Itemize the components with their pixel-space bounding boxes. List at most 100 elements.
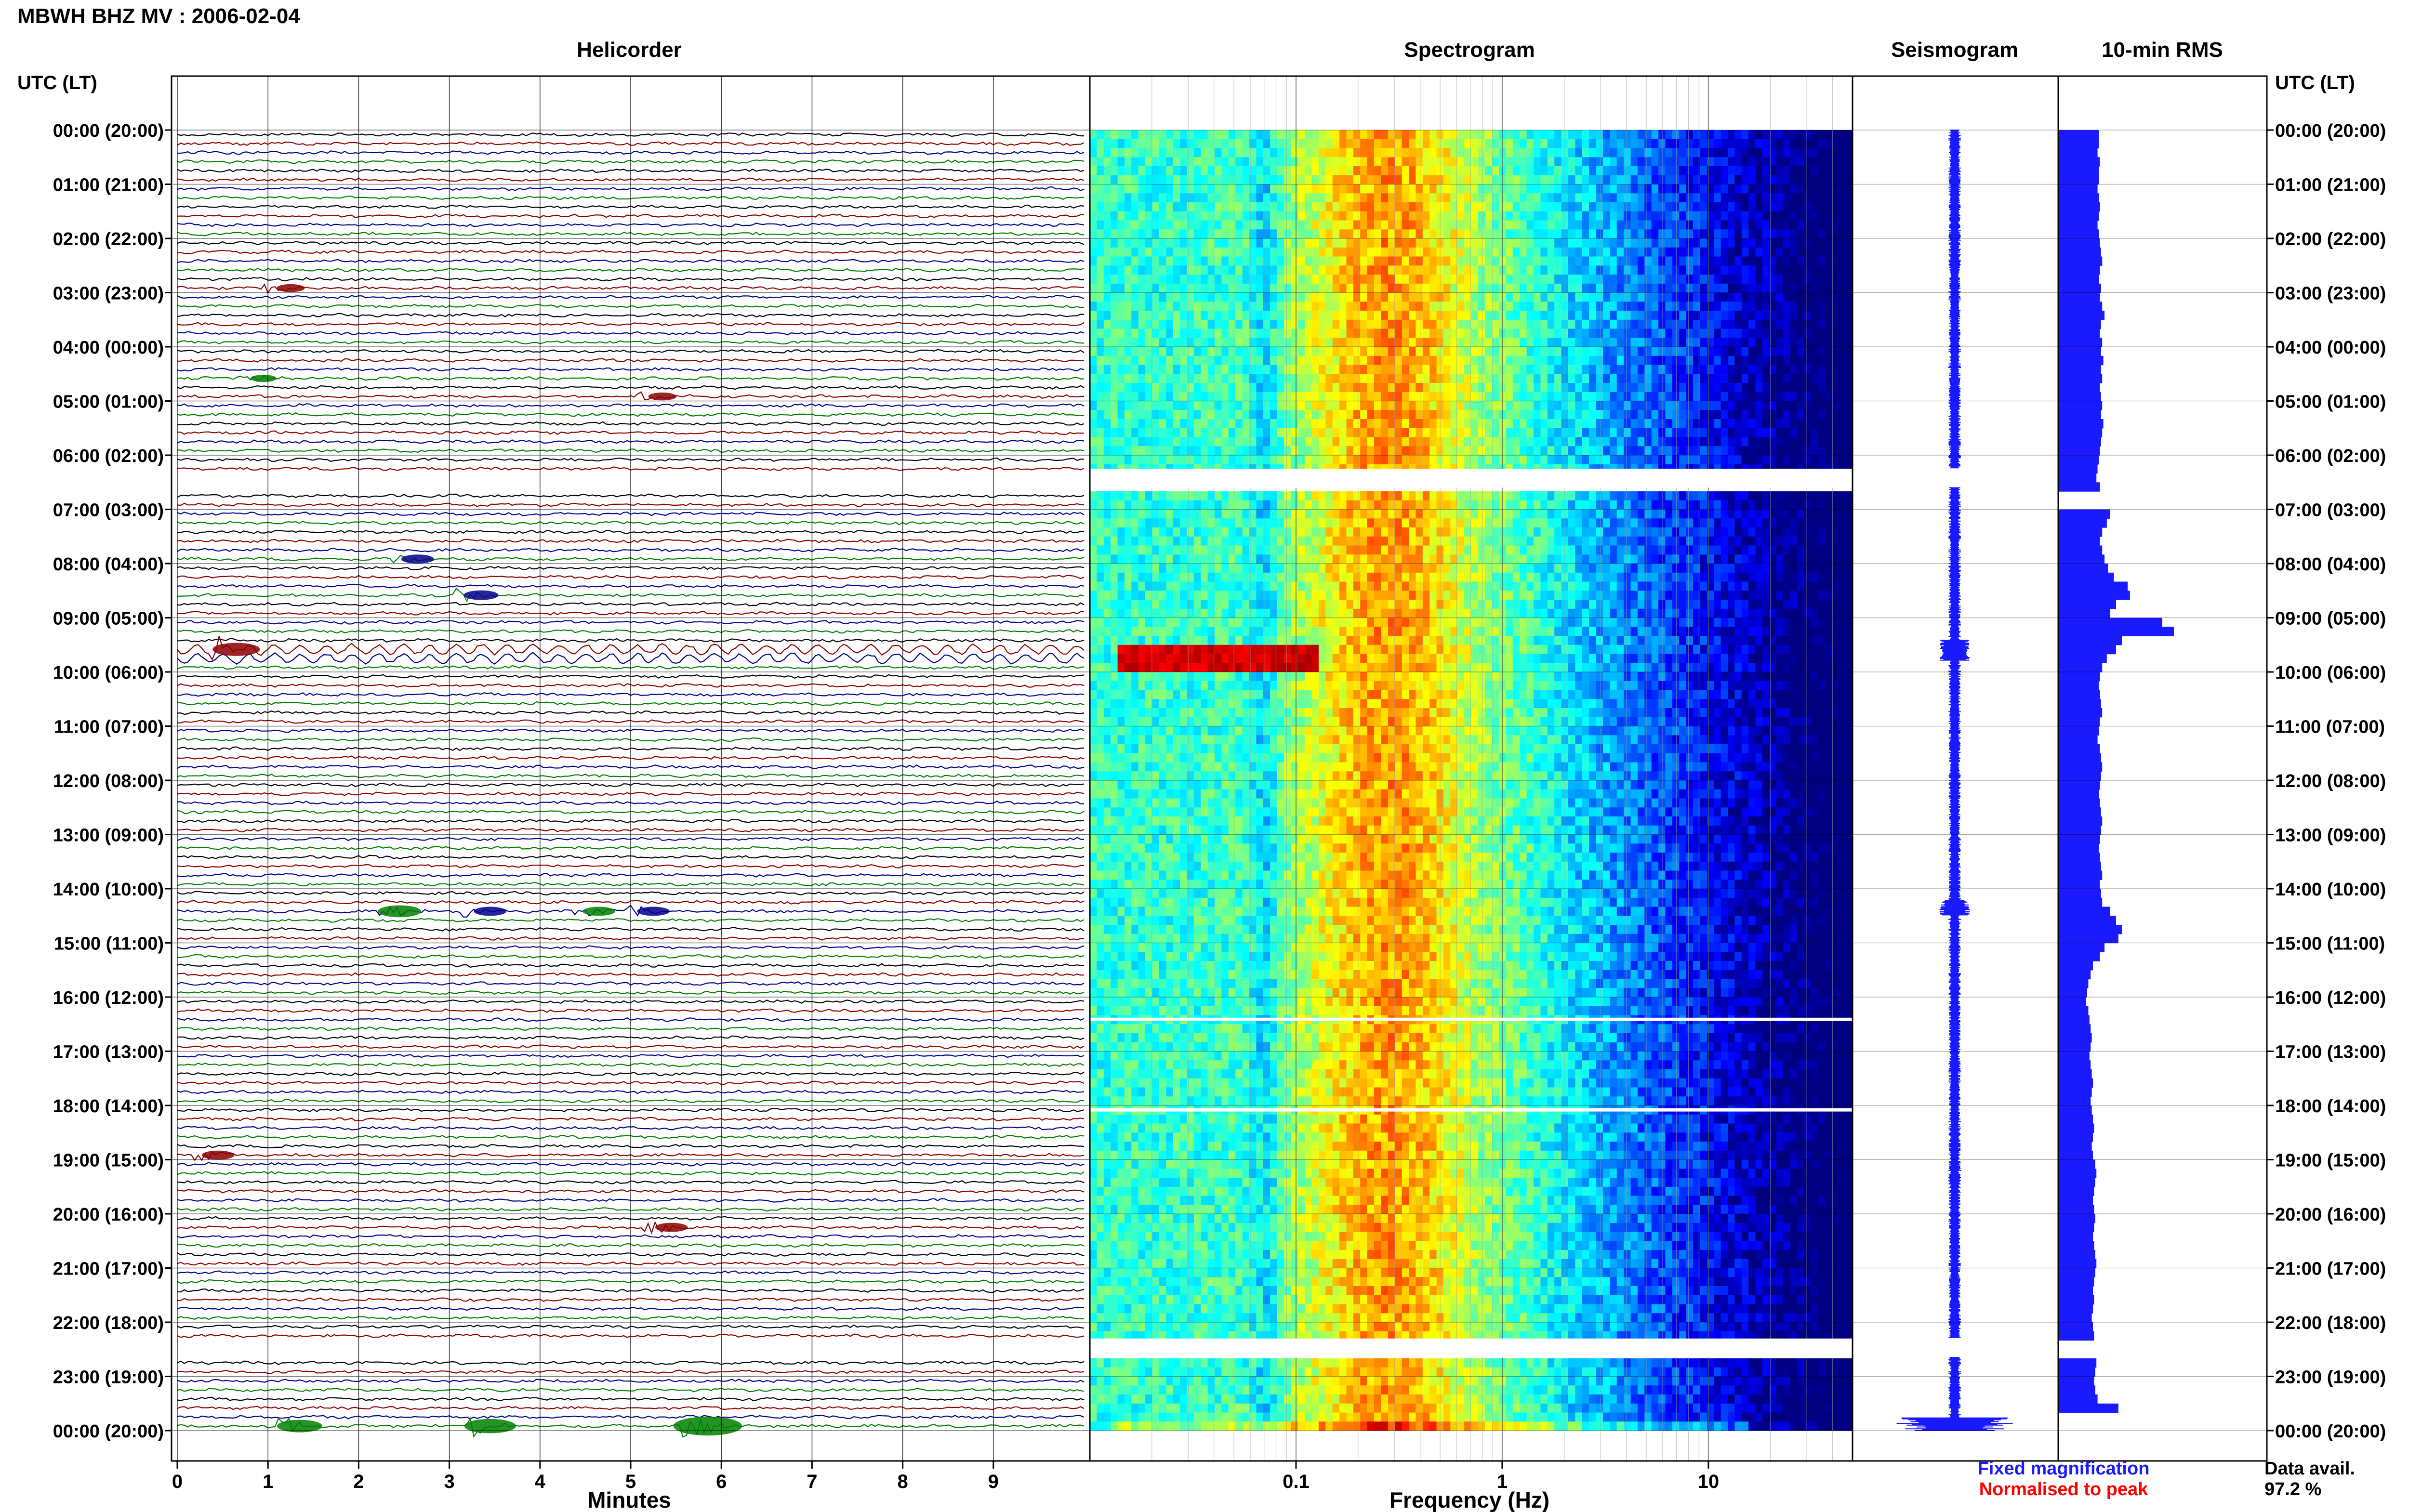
spectrogram-cell [1090, 392, 1097, 402]
spectrogram-cell [1332, 329, 1340, 338]
spectrogram-cell [1270, 338, 1278, 347]
spectrogram-cell [1180, 491, 1188, 501]
spectrogram-cell [1825, 446, 1832, 456]
spectrogram-cell [1277, 374, 1284, 383]
spectrogram-cell [1478, 292, 1485, 302]
spectrogram-cell [1526, 184, 1534, 194]
spectrogram-cell [1097, 265, 1104, 275]
spectrogram-cell [1741, 518, 1749, 528]
spectrogram-cell [1755, 130, 1763, 140]
spectrogram-cell [1166, 437, 1174, 447]
spectrogram-cell [1734, 275, 1742, 284]
spectrogram-cell [1624, 211, 1631, 221]
spectrogram-cell [1249, 554, 1257, 564]
spectrogram-cell [1353, 410, 1361, 420]
spectrogram-cell [1748, 166, 1756, 176]
spectrogram-cell [1430, 518, 1437, 528]
spectrogram-cell [1325, 491, 1333, 501]
spectrogram-cell [1845, 130, 1853, 140]
spectrogram-cell [1270, 319, 1278, 329]
spectrogram-cell [1395, 401, 1403, 410]
spectrogram-cell [1388, 491, 1395, 501]
spectrogram-cell [1700, 338, 1707, 347]
spectrogram-cell [1811, 401, 1818, 410]
spectrogram-cell [1568, 374, 1575, 383]
spectrogram-cell [1263, 338, 1271, 347]
spectrogram-cell [1457, 536, 1465, 546]
spectrogram-area [1090, 76, 1853, 1461]
spectrogram-cell [1173, 491, 1180, 501]
spectrogram-cell [1478, 545, 1485, 555]
spectrogram-cell [1721, 419, 1728, 429]
spectrogram-cell [1845, 347, 1853, 356]
spectrogram-cell [1831, 355, 1839, 366]
spectrogram-cell [1624, 193, 1631, 203]
spectrogram-cell [1831, 392, 1839, 402]
spectrogram-cell [1152, 202, 1160, 212]
spectrogram-cell [1845, 329, 1853, 338]
spectrogram-cell [1228, 319, 1236, 329]
spectrogram-cell [1180, 130, 1188, 140]
spectrogram-cell [1242, 419, 1250, 429]
spectrogram-cell [1332, 491, 1340, 501]
spectrogram-cell [1776, 446, 1784, 456]
spectrogram-cell [1235, 175, 1243, 185]
spectrogram-cell [1478, 392, 1485, 402]
spectrogram-cell [1839, 265, 1846, 275]
spectrogram-cell [1485, 374, 1493, 383]
spectrogram-cell [1145, 518, 1153, 528]
spectrogram-cell [1512, 275, 1520, 284]
spectrogram-cell [1360, 518, 1368, 528]
spectrogram-cell [1430, 527, 1437, 537]
spectrogram-cell [1193, 392, 1201, 402]
spectrogram-cell [1748, 392, 1756, 402]
spectrogram-cell [1651, 229, 1659, 239]
spectrogram-cell [1138, 311, 1146, 320]
spectrogram-cell [1215, 401, 1222, 410]
spectrogram-cell [1471, 275, 1479, 284]
spectrogram-cell [1117, 319, 1125, 329]
spectrogram-cell [1090, 536, 1097, 546]
spectrogram-cell [1783, 311, 1791, 320]
spectrogram-cell [1221, 229, 1229, 239]
spectrogram-cell [1464, 509, 1472, 519]
spectrogram-cell [1616, 536, 1624, 546]
spectrogram-cell [1755, 256, 1763, 266]
spectrogram-cell [1090, 500, 1097, 510]
spectrogram-cell [1215, 211, 1222, 221]
spectrogram-cell [1797, 536, 1804, 546]
spectrogram-cell [1804, 130, 1812, 140]
spectrogram-cell [1561, 292, 1569, 302]
spectrogram-cell [1270, 527, 1278, 537]
spectrogram-cell [1804, 347, 1812, 356]
spectrogram-cell [1450, 292, 1458, 302]
spectrogram-cell [1125, 428, 1132, 438]
spectrogram-cell [1547, 292, 1555, 302]
spectrogram-cell [1138, 338, 1146, 347]
spectrogram-cell [1443, 166, 1451, 176]
spectrogram-cell [1297, 419, 1305, 429]
spectrogram-cell [1686, 446, 1694, 456]
spectrogram-cell [1679, 536, 1687, 546]
spectrogram-cell [1346, 347, 1354, 356]
spectrogram-cell [1783, 302, 1791, 311]
spectrogram-cell [1734, 175, 1742, 185]
spectrogram-cell [1665, 545, 1673, 555]
spectrogram-cell [1839, 437, 1846, 447]
spectrogram-cell [1325, 347, 1333, 356]
spectrogram-cell [1748, 347, 1756, 356]
spectrogram-cell [1554, 347, 1562, 356]
spectrogram-cell [1624, 455, 1631, 465]
spectrogram-cell [1471, 302, 1479, 311]
spectrogram-cell [1270, 347, 1278, 356]
spectrogram-cell [1193, 536, 1201, 546]
spectrogram-cell [1672, 238, 1680, 248]
spectrogram-cell [1131, 292, 1139, 302]
spectrogram-cell [1693, 419, 1700, 429]
spectrogram-cell [1173, 545, 1180, 555]
spectrogram-cell [1360, 265, 1368, 275]
spectrogram-cell [1353, 365, 1361, 374]
spectrogram-cell [1464, 283, 1472, 293]
spectrogram-cell [1755, 347, 1763, 356]
spectrogram-cell [1090, 491, 1097, 501]
